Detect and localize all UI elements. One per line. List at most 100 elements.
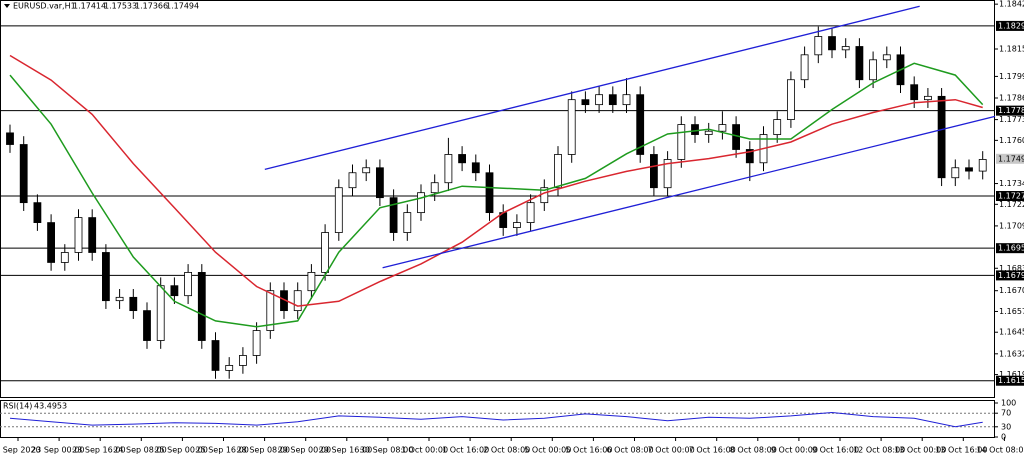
- level-label: 1.16792: [998, 271, 1024, 280]
- level-label-box: [996, 105, 1024, 116]
- candle-body: [225, 365, 234, 371]
- x-tick-label: 7 Oct 00:00: [648, 446, 695, 455]
- candle-body: [828, 36, 836, 51]
- candle-body: [595, 94, 603, 106]
- x-tick-label: 1 Oct 00:00: [401, 446, 448, 455]
- candle-body: [513, 222, 521, 228]
- level-label-box: [996, 270, 1024, 281]
- candle-body: [238, 355, 247, 366]
- price-label: 1.17494: [998, 154, 1024, 163]
- x-tick-label: 7 Oct 16:00: [689, 446, 736, 455]
- x-tick-label: 9 Oct 00:00: [771, 446, 818, 455]
- y-tick-label: 1.18155: [999, 45, 1024, 54]
- candle-body: [184, 272, 193, 297]
- y-tick-label: 1.17990: [999, 72, 1024, 81]
- candle-body: [636, 94, 645, 155]
- candle-body: [334, 187, 343, 233]
- candle-body: [691, 124, 699, 135]
- candle-body: [650, 154, 658, 189]
- candle-body: [129, 296, 138, 312]
- rsi-value: 43.4953: [34, 402, 67, 411]
- candle-body: [74, 217, 83, 253]
- x-tick-label: 24 Sep 08:00: [113, 446, 166, 455]
- x-tick-label: 29 Sep 00:00: [278, 446, 331, 455]
- x-tick-label: 29 Sep 16:00: [319, 446, 372, 455]
- x-tick-label: 2 Oct 08:00: [483, 446, 530, 455]
- y-tick-label: 1.16195: [999, 370, 1024, 379]
- x-tick-label: 14 Oct 08:00: [976, 446, 1024, 455]
- candle-body: [567, 99, 576, 155]
- moving-average: [9, 54, 983, 307]
- candle-body: [663, 159, 672, 189]
- rsi-panel: [0, 400, 995, 438]
- x-tick-label: 25 Sep 00:00: [154, 446, 207, 455]
- candle-body: [115, 296, 124, 302]
- moving-average: [9, 62, 984, 328]
- level-label-box: [996, 20, 1024, 31]
- candle-body: [19, 144, 28, 204]
- x-tick-label: 5 Oct 00:00: [524, 446, 571, 455]
- price-label-box: [996, 153, 1024, 164]
- candle-body: [33, 202, 42, 223]
- x-tick-label: 23 Sep 16:00: [72, 446, 125, 455]
- trend-line: [382, 115, 996, 269]
- rsi-tick-label: 100: [1001, 399, 1016, 408]
- candle-body: [745, 149, 754, 164]
- candle-body: [266, 290, 275, 331]
- candle-body: [718, 124, 727, 132]
- rsi-label: RSI(14): [3, 402, 32, 411]
- header-close: 1.17494: [166, 2, 199, 11]
- candle-body: [444, 154, 453, 184]
- x-tick-label: 30 Sep 08:00: [360, 446, 413, 455]
- level-label: 1.16158: [998, 376, 1024, 385]
- rsi-tick-label: 30: [1001, 422, 1011, 431]
- candle-body: [375, 167, 384, 199]
- candle-body: [869, 59, 877, 81]
- candle-body: [102, 252, 110, 302]
- header-high: 1.17533: [104, 2, 137, 11]
- x-tick-label: 13 Oct 00:00: [894, 446, 946, 455]
- y-tick-label: 1.17345: [999, 179, 1024, 188]
- y-tick-label: 1.17860: [999, 94, 1024, 103]
- symbol-title: EURUSD.var,H1: [13, 2, 76, 11]
- header-open: 1.17414: [73, 2, 106, 11]
- level-label: 1.17270: [998, 192, 1024, 201]
- candle-body: [170, 285, 179, 297]
- y-tick-label: 1.17730: [999, 115, 1024, 124]
- candle-body: [924, 95, 932, 101]
- level-label: 1.17784: [998, 106, 1024, 115]
- candle-body: [307, 272, 316, 292]
- candle-body: [252, 330, 261, 356]
- y-tick-label: 1.17605: [999, 136, 1024, 145]
- x-tick-label: 13 Oct 16:00: [935, 446, 987, 455]
- candle-body: [841, 46, 850, 51]
- candle-body: [526, 202, 535, 223]
- candle-body: [211, 340, 220, 371]
- candle-body: [677, 124, 686, 160]
- y-tick-label: 1.17090: [999, 221, 1024, 230]
- y-tick-label: 1.16835: [999, 264, 1024, 273]
- candle-body: [143, 310, 151, 341]
- x-tick-label: 5 Oct 16:00: [565, 446, 612, 455]
- candle-body: [800, 54, 809, 81]
- candle-body: [403, 212, 412, 233]
- candle-body: [704, 130, 713, 135]
- x-tick-label: 9 Oct 16:00: [812, 446, 859, 455]
- x-tick-label: 12 Oct 08:00: [853, 446, 905, 455]
- x-tick-label: 25 Sep 16:00: [196, 446, 249, 455]
- x-tick-label: 28 Sep 08:00: [237, 446, 290, 455]
- rsi-tick-label: 70: [1001, 409, 1011, 418]
- x-tick-label: 8 Oct 08:00: [730, 446, 777, 455]
- candle-body: [389, 197, 398, 233]
- menu-arrow[interactable]: [4, 4, 10, 8]
- candle-body: [554, 154, 562, 189]
- rsi-line: [9, 411, 983, 428]
- candle-body: [910, 84, 919, 101]
- candle-body: [485, 172, 494, 214]
- y-tick-label: 1.16320: [999, 349, 1024, 358]
- trend-line: [264, 5, 920, 171]
- level-label: 1.16956: [998, 244, 1024, 253]
- candle-body: [937, 95, 946, 179]
- candle-body: [855, 46, 864, 81]
